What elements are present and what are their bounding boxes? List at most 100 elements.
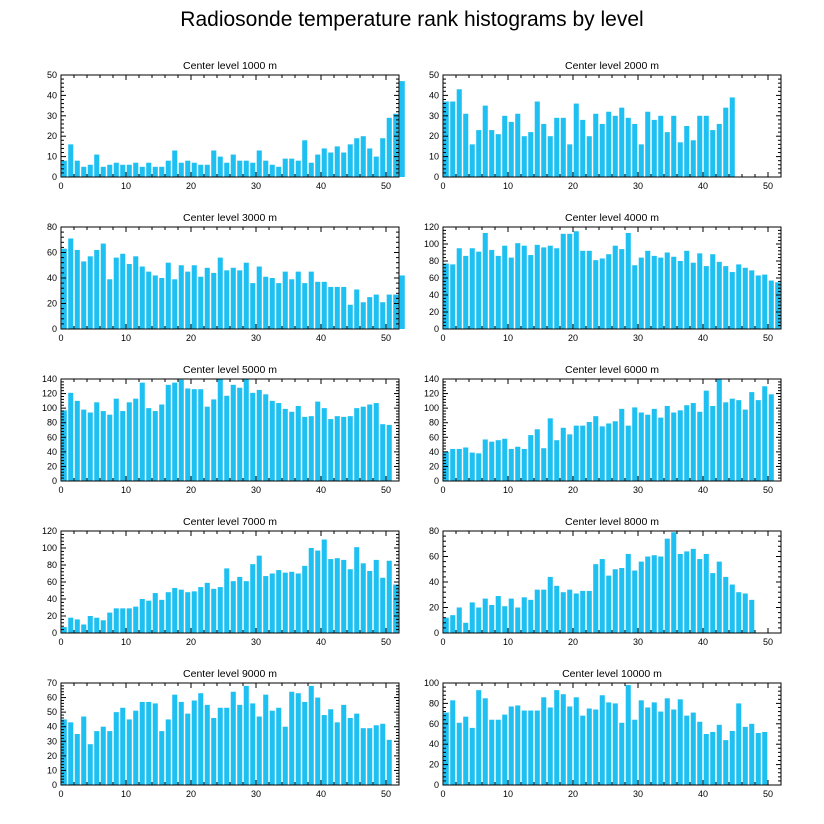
histogram-bar <box>198 693 204 785</box>
histogram-bar <box>302 416 308 481</box>
x-tick-label: 50 <box>763 485 773 495</box>
histogram-bar <box>443 101 449 177</box>
histogram-bar <box>289 279 295 329</box>
histogram-bar <box>515 705 521 785</box>
histogram-bar <box>482 439 488 481</box>
x-tick-label: 20 <box>568 637 578 647</box>
x-tick-label: 40 <box>316 637 326 647</box>
histogram-bar <box>120 164 126 177</box>
histogram-bar <box>178 589 184 633</box>
histogram-bar <box>703 553 709 633</box>
x-tick-label: 30 <box>251 485 261 495</box>
x-tick-label: 30 <box>633 181 643 191</box>
histogram-bar <box>476 690 482 785</box>
histogram-bar <box>243 160 249 177</box>
histogram-bar <box>256 716 262 785</box>
histogram-bar <box>152 166 158 177</box>
histogram-bar <box>380 302 386 329</box>
histogram-bar <box>250 283 256 329</box>
histogram-bar <box>250 392 256 481</box>
histogram-bar <box>619 722 625 785</box>
x-tick-label: 30 <box>633 333 643 343</box>
histogram-bar <box>282 158 288 177</box>
histogram-bar <box>224 162 230 177</box>
histogram-bar <box>625 425 631 481</box>
histogram-bar <box>456 248 462 329</box>
histogram-panel: Center level 8000 m 0 10 20 30 40 50 0 20 40 60 80 <box>429 516 782 647</box>
histogram-bar <box>230 691 236 785</box>
histogram-bar <box>159 731 165 785</box>
histogram-bar <box>178 379 184 481</box>
histogram-panel: Center level 5000 m 0 10 20 30 40 50 0 20 40 60 80 1… <box>42 364 400 495</box>
y-tick-label: 10 <box>47 765 57 775</box>
histogram-bar <box>612 245 618 329</box>
histogram-bar <box>768 280 774 329</box>
y-tick-label: 140 <box>42 374 57 384</box>
histogram-bar <box>762 731 768 785</box>
x-tick-label: 10 <box>503 333 513 343</box>
x-tick-label: 50 <box>381 333 391 343</box>
y-tick-label: 60 <box>429 719 439 729</box>
histogram-bar <box>703 266 709 329</box>
histogram-bar <box>100 243 106 329</box>
x-tick-label: 50 <box>381 181 391 191</box>
histogram-bar <box>495 596 501 633</box>
histogram-bar <box>282 572 288 633</box>
histogram-bar <box>469 602 475 633</box>
histogram-bar <box>81 166 87 177</box>
histogram-bar <box>243 685 249 785</box>
histogram-bar <box>534 589 540 633</box>
histogram-bar <box>165 719 171 785</box>
histogram-bar <box>133 398 139 481</box>
histogram-bar <box>100 726 106 785</box>
y-tick-label: 40 <box>429 90 439 100</box>
histogram-bar <box>113 162 119 177</box>
histogram-bar <box>716 724 722 785</box>
histogram-bar <box>295 160 301 177</box>
histogram-bar <box>204 267 210 329</box>
histogram-bar <box>321 281 327 329</box>
histogram-bar <box>360 728 366 785</box>
histogram-bar <box>243 581 249 633</box>
y-tick-label: 120 <box>42 526 57 536</box>
x-tick-label: 40 <box>698 333 708 343</box>
histogram-bar <box>554 440 560 481</box>
x-tick-label: 0 <box>440 789 445 799</box>
histogram-bar <box>347 569 353 633</box>
histogram-bar <box>619 107 625 177</box>
histogram-bar <box>276 707 282 785</box>
histogram-bar <box>508 257 514 329</box>
histogram-bar <box>749 599 755 633</box>
histogram-bar <box>321 148 327 177</box>
histogram-bar <box>139 382 145 481</box>
histogram-bar <box>295 693 301 785</box>
histogram-bar <box>61 160 67 177</box>
histogram-bar <box>159 278 165 329</box>
histogram-bar <box>191 700 197 785</box>
histogram-bar <box>276 403 282 481</box>
histogram-bar <box>443 263 449 329</box>
histogram-bar <box>185 592 191 633</box>
y-tick-label: 0 <box>52 628 57 638</box>
histogram-bar <box>729 398 735 481</box>
histogram-bar <box>749 392 755 481</box>
histogram-bar <box>81 409 87 481</box>
histogram-bar <box>736 400 742 481</box>
histogram-bar <box>347 717 353 785</box>
histogram-bar <box>282 726 288 785</box>
histogram-bar <box>768 394 774 481</box>
y-tick-label: 60 <box>47 248 57 258</box>
histogram-bar <box>94 617 100 633</box>
histogram-bar <box>482 698 488 785</box>
histogram-panel: Center level 2000 m 0 10 20 30 40 50 0 10 20 30 40 5… <box>429 60 782 191</box>
histogram-bar <box>742 409 748 481</box>
histogram-bar <box>224 568 230 633</box>
histogram-bar <box>107 164 113 177</box>
histogram-bar <box>658 556 664 633</box>
histogram-bar <box>716 261 722 329</box>
histogram-bar <box>482 232 488 329</box>
panel-title: Center level 2000 m <box>565 60 659 72</box>
histogram-bar <box>334 286 340 329</box>
x-tick-label: 20 <box>568 485 578 495</box>
